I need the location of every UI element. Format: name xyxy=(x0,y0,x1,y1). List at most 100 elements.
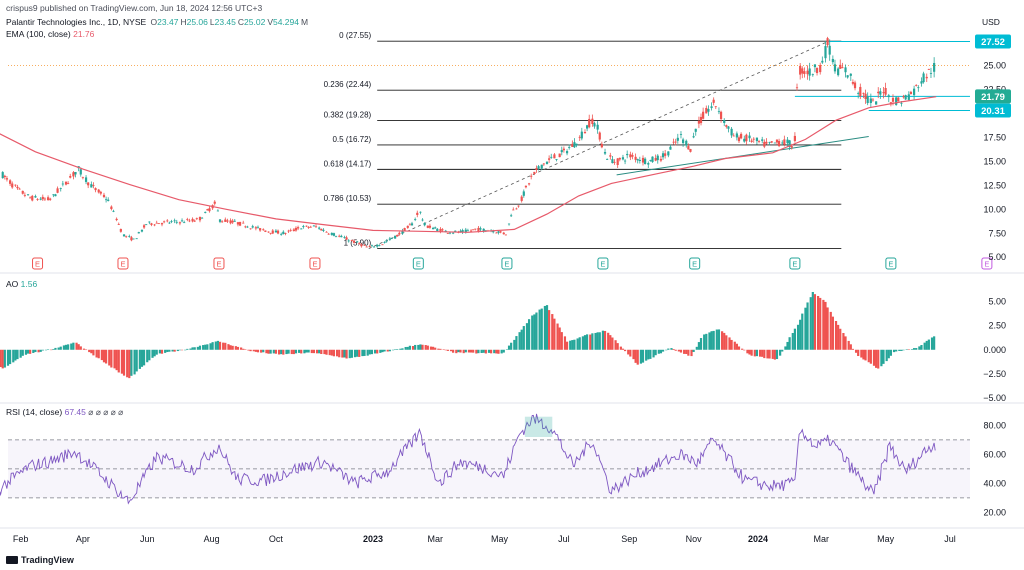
candle-body xyxy=(600,143,603,148)
ao-bar xyxy=(556,323,559,350)
candle-body xyxy=(689,149,692,152)
ao-bar xyxy=(254,349,257,352)
candle-body xyxy=(702,111,705,119)
candle-body xyxy=(150,223,153,225)
candle-body xyxy=(410,223,414,226)
ao-bar xyxy=(155,349,158,355)
ao-bar xyxy=(439,348,442,350)
ao-bar xyxy=(9,349,12,365)
candle-body xyxy=(869,98,872,104)
ao-bar xyxy=(218,341,222,350)
candle-body xyxy=(173,220,176,222)
ao-bar xyxy=(877,349,880,369)
candle-body xyxy=(416,212,419,215)
ao-bar xyxy=(130,349,133,376)
ao-bar xyxy=(24,349,28,355)
ao-bar xyxy=(320,349,323,354)
time-tick-label: Apr xyxy=(76,534,90,544)
ao-bar xyxy=(274,349,278,354)
candle-body xyxy=(613,161,616,163)
ao-bar xyxy=(654,349,657,356)
price-tag-label: 20.31 xyxy=(981,106,1005,117)
ohlc-o: O23.47 xyxy=(150,17,179,27)
ao-label: AO xyxy=(6,279,19,289)
candle-body xyxy=(879,91,882,95)
ao-bar xyxy=(472,349,475,353)
rsi-legend: RSI (14, close) 67.45 ⌀ ⌀ ⌀ ⌀ ⌀ xyxy=(6,407,123,418)
candle-body xyxy=(517,205,520,207)
ao-bar xyxy=(641,349,645,363)
ao-bar xyxy=(437,348,440,350)
ao-bar xyxy=(272,349,275,354)
ao-bar xyxy=(538,309,541,350)
ao-bar xyxy=(872,349,876,366)
candle-body xyxy=(824,46,827,59)
ao-bar xyxy=(634,349,637,363)
rsi-pane[interactable] xyxy=(0,413,970,505)
ao-bar xyxy=(839,328,842,350)
candle-body xyxy=(160,223,164,225)
ao-bar xyxy=(267,349,270,354)
fib-level-label: 0.5 (16.72) xyxy=(332,135,371,144)
ao-pane[interactable] xyxy=(0,291,936,379)
ao-bar xyxy=(477,349,480,354)
ao-bar xyxy=(341,349,344,358)
ao-bar xyxy=(923,342,926,350)
ao-bar xyxy=(824,301,827,350)
ao-bar xyxy=(484,349,487,354)
ao-bar xyxy=(741,348,744,350)
ao-bar xyxy=(809,297,812,350)
candle-body xyxy=(236,222,240,225)
candle-body xyxy=(21,190,24,194)
candle-body xyxy=(163,221,166,223)
candle-body xyxy=(195,218,198,220)
candle-body xyxy=(651,156,654,163)
ao-bar xyxy=(585,334,589,350)
ao-bar xyxy=(730,339,733,350)
candle-body xyxy=(41,196,44,200)
candle-body xyxy=(647,163,650,165)
ao-bar xyxy=(459,349,462,353)
candle-body xyxy=(92,185,95,187)
candle-body xyxy=(54,194,57,197)
candle-body xyxy=(186,219,189,220)
candle-body xyxy=(573,142,576,148)
candle-body xyxy=(694,128,697,132)
candle-body xyxy=(330,232,333,235)
candle-body xyxy=(294,227,298,231)
ao-bar xyxy=(854,349,858,353)
ao-bar xyxy=(601,330,605,350)
ao-bar xyxy=(361,349,364,357)
candle-body xyxy=(864,93,867,99)
ao-bar xyxy=(822,299,825,350)
ao-bar xyxy=(467,349,471,353)
ao-bar xyxy=(591,333,594,350)
ao-bar xyxy=(728,337,731,350)
candle-body xyxy=(365,246,368,248)
candle-body xyxy=(302,226,305,228)
candle-body xyxy=(221,221,224,223)
ao-bar xyxy=(505,349,509,350)
ema-value: 21.76 xyxy=(73,29,95,39)
candle-body xyxy=(97,189,100,193)
ao-bar xyxy=(305,349,308,353)
earnings-marker-label: E xyxy=(792,260,797,269)
candle-body xyxy=(575,143,578,146)
price-pane[interactable]: 0 (27.55) 0.236 (22.44) 0.382 (19.28) 0.5 (… xyxy=(0,31,993,270)
candle-body xyxy=(705,107,708,114)
candle-body xyxy=(390,237,394,239)
candle-body xyxy=(466,230,470,232)
candle-body xyxy=(381,244,384,246)
candle-body xyxy=(933,62,936,72)
earnings-marker xyxy=(32,257,44,270)
candle-body xyxy=(183,222,186,224)
candle-body xyxy=(583,131,587,134)
candle-body xyxy=(385,240,388,242)
ao-bar xyxy=(540,308,543,350)
ao-bar xyxy=(864,349,867,361)
ao-bar xyxy=(502,349,505,353)
ao-bar xyxy=(417,344,420,350)
candle-body xyxy=(474,228,477,230)
candle-body xyxy=(593,123,596,127)
